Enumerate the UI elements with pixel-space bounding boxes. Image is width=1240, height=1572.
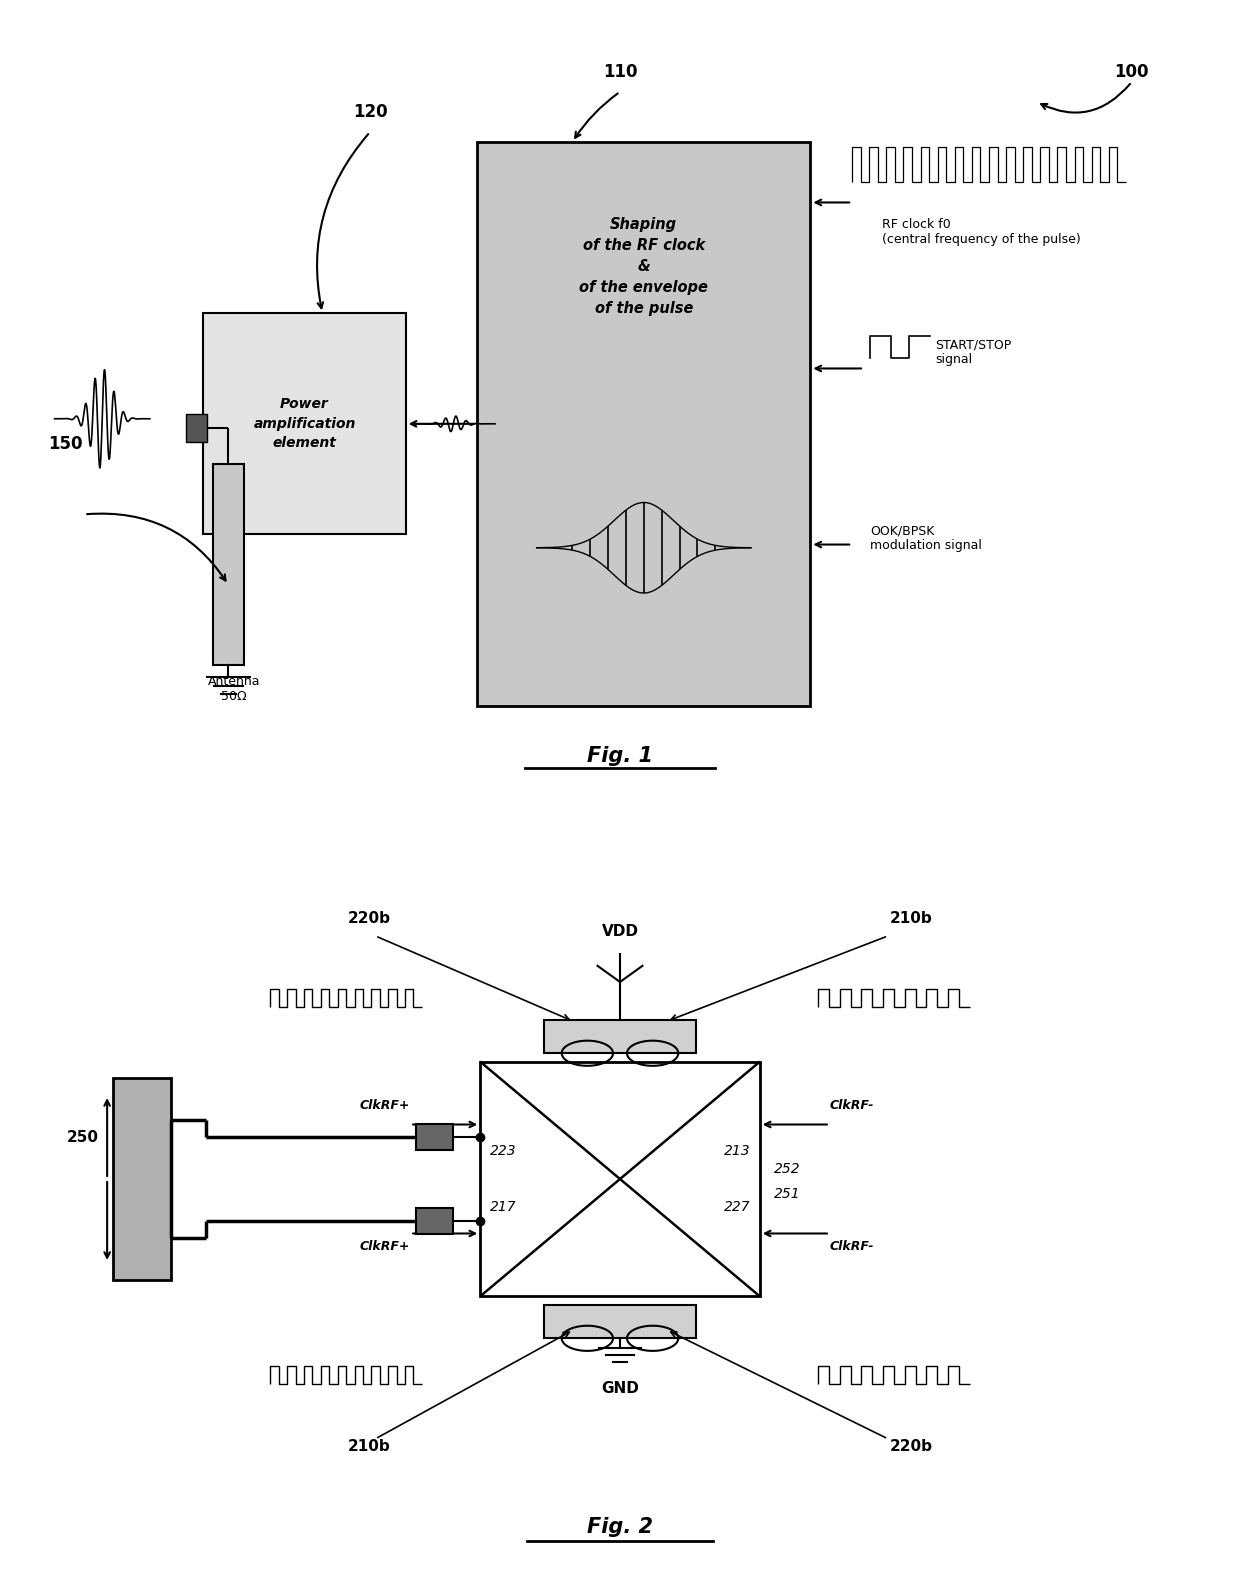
Bar — [113, 1078, 171, 1280]
Bar — [415, 1124, 454, 1151]
Text: ClkRF-: ClkRF- — [830, 1099, 874, 1111]
Bar — [477, 141, 811, 706]
Bar — [213, 464, 244, 665]
Text: 220b: 220b — [348, 912, 391, 926]
Text: Antenna
50Ω: Antenna 50Ω — [208, 676, 260, 703]
Bar — [544, 1020, 696, 1053]
Text: ClkRF+: ClkRF+ — [360, 1240, 410, 1253]
Text: 100: 100 — [1115, 63, 1149, 80]
Text: ClkRF-: ClkRF- — [830, 1240, 874, 1253]
Text: 150: 150 — [48, 435, 83, 453]
Text: VDD: VDD — [601, 924, 639, 938]
Bar — [203, 313, 405, 534]
Bar — [186, 413, 207, 442]
Bar — [544, 1305, 696, 1338]
Text: 213: 213 — [724, 1144, 750, 1159]
Bar — [415, 1207, 454, 1234]
Text: ClkRF+: ClkRF+ — [360, 1099, 410, 1111]
Text: START/STOP
signal: START/STOP signal — [935, 338, 1012, 366]
Text: 250: 250 — [67, 1130, 99, 1144]
Text: 210b: 210b — [348, 1440, 391, 1454]
Text: RF clock f0
(central frequency of the pulse): RF clock f0 (central frequency of the pu… — [882, 217, 1080, 245]
Text: 217: 217 — [490, 1199, 516, 1214]
Text: 251: 251 — [774, 1187, 801, 1201]
Bar — [480, 1061, 760, 1297]
Text: GND: GND — [601, 1382, 639, 1396]
Text: 120: 120 — [352, 102, 387, 121]
Text: 110: 110 — [603, 63, 637, 80]
Text: Fig. 1: Fig. 1 — [587, 745, 653, 766]
Text: 210b: 210b — [890, 912, 932, 926]
Text: 252: 252 — [774, 1162, 801, 1176]
Text: Power
amplification
element: Power amplification element — [253, 398, 356, 450]
Text: OOK/BPSK
modulation signal: OOK/BPSK modulation signal — [870, 525, 982, 552]
Text: 220b: 220b — [890, 1440, 932, 1454]
Text: Fig. 2: Fig. 2 — [587, 1517, 653, 1537]
Text: Shaping
of the RF clock
&
of the envelope
of the pulse: Shaping of the RF clock & of the envelop… — [579, 217, 708, 316]
Text: 223: 223 — [490, 1144, 516, 1159]
Text: 227: 227 — [724, 1199, 750, 1214]
